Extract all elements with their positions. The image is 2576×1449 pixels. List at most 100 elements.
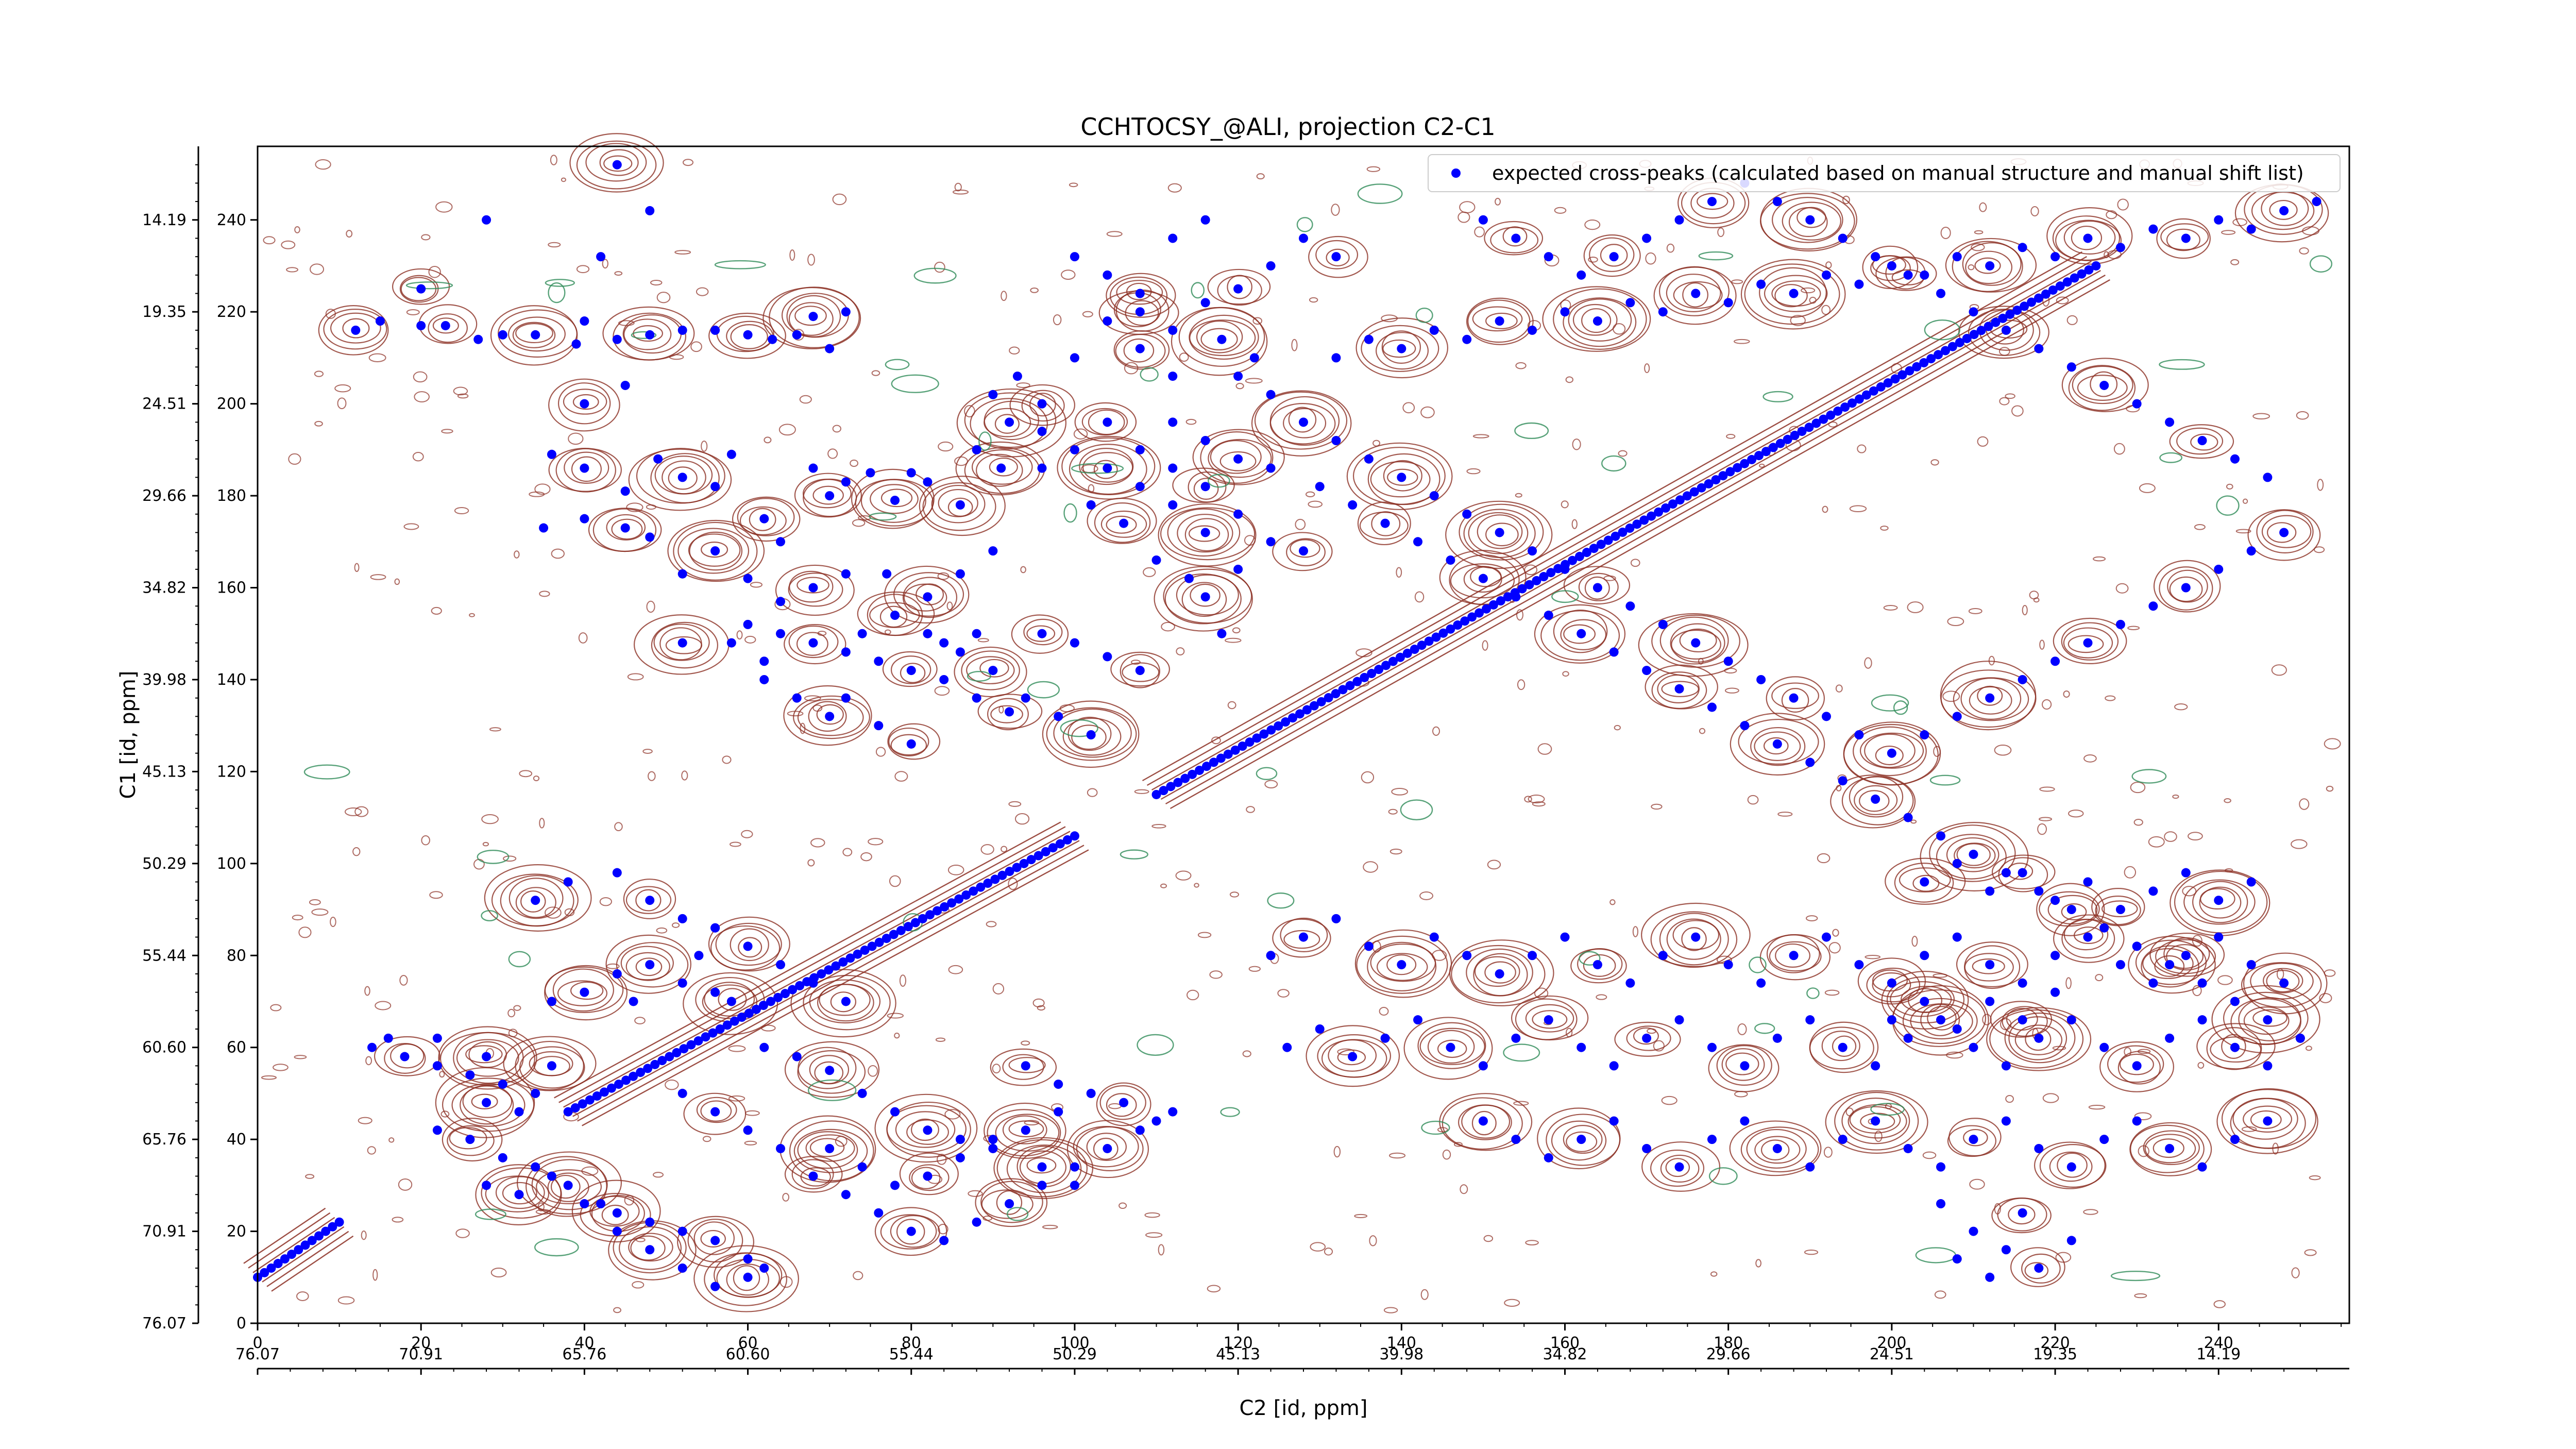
contour-ring xyxy=(1991,1198,2052,1234)
x-tick-label: 40 xyxy=(574,1334,594,1352)
contour-ring xyxy=(693,1245,800,1312)
noise-contour xyxy=(2309,1175,2321,1181)
cross-peak-marker xyxy=(1632,519,1642,529)
contour-ring xyxy=(1067,716,1112,751)
contour-ring xyxy=(1200,328,1238,351)
contour-ring xyxy=(1357,501,1411,546)
contour-ring xyxy=(1666,918,1721,960)
contour-ring xyxy=(2256,510,2314,553)
cross-peak-marker xyxy=(990,874,1000,884)
contour-ring xyxy=(2047,895,2098,925)
contour-ring xyxy=(689,531,743,571)
contour-ring xyxy=(2128,936,2216,994)
cross-peak-marker xyxy=(906,468,916,478)
contour-ring xyxy=(374,1036,440,1076)
cross-peak-marker xyxy=(1920,270,1929,280)
noise-contour xyxy=(1566,1027,1573,1038)
noise-contour xyxy=(894,771,908,782)
contour-ring xyxy=(1821,1031,1860,1062)
cross-peak-marker xyxy=(1804,423,1814,432)
noise-contour xyxy=(1420,406,1435,418)
contour-ring xyxy=(651,621,719,669)
cross-peak-marker xyxy=(1159,786,1168,796)
cross-peak-marker xyxy=(2012,306,2022,315)
cross-peak-marker xyxy=(1478,1061,1488,1071)
cross-peak-marker xyxy=(1772,1143,1782,1153)
contour-ring xyxy=(1046,707,1137,761)
cross-peak-marker xyxy=(563,877,573,887)
contour-ring xyxy=(1764,275,1828,312)
noise-contour xyxy=(1337,1048,1355,1055)
contour-ring xyxy=(1763,737,1789,755)
noise-contour xyxy=(860,852,872,862)
noise-contour xyxy=(564,908,575,917)
cross-peak-marker xyxy=(1070,638,1079,648)
contour-ridge xyxy=(1170,279,2110,810)
cross-peak-marker xyxy=(776,629,785,638)
noise-contour xyxy=(2291,1267,2300,1278)
noise-contour xyxy=(947,864,964,875)
cross-peak-marker xyxy=(788,985,798,995)
negative-contour xyxy=(2309,255,2333,273)
contour-ring xyxy=(2033,1141,2106,1189)
cross-peak-marker xyxy=(547,997,556,1006)
cross-peak-marker xyxy=(2230,454,2240,464)
negative-contour xyxy=(1551,590,1579,603)
cross-peak-marker xyxy=(1805,1015,1815,1025)
cross-peak-marker xyxy=(857,629,867,638)
cross-peak-marker xyxy=(677,1226,687,1236)
contour-ring xyxy=(739,506,787,535)
x-ppm-tick-label: 29.66 xyxy=(1706,1345,1751,1363)
cross-peak-marker xyxy=(1887,748,1896,758)
contour-ring xyxy=(987,1109,1061,1157)
noise-contour xyxy=(982,1216,993,1221)
contour-ring xyxy=(1841,1098,1910,1144)
cross-peak-marker xyxy=(531,1162,540,1172)
cross-peak-marker xyxy=(933,906,942,916)
contour-ring xyxy=(1570,948,1627,984)
contour-ring xyxy=(1775,943,1810,968)
contour-ridge xyxy=(1142,251,2082,782)
contour-ridge xyxy=(1151,260,2092,791)
y-tick-label: 40 xyxy=(227,1131,246,1149)
noise-contour xyxy=(1974,230,1984,234)
contour-ridge xyxy=(262,1226,345,1283)
noise-contour xyxy=(1534,987,1549,999)
cross-peak-marker xyxy=(578,1099,587,1109)
cross-peak-marker xyxy=(1674,215,1684,225)
cross-peak-marker xyxy=(1625,298,1635,308)
noise-contour xyxy=(1874,1131,1883,1142)
x-ppm-tick-label: 45.13 xyxy=(1216,1345,1260,1363)
noise-contour xyxy=(1618,450,1628,457)
contour-ring xyxy=(1376,332,1429,370)
cross-peak-marker xyxy=(1985,261,1995,271)
cross-peak-marker xyxy=(629,1071,638,1081)
cross-peak-marker xyxy=(432,1125,442,1135)
cross-peak-marker xyxy=(1609,647,1619,657)
cross-peak-marker xyxy=(825,1066,835,1075)
contour-ring xyxy=(701,541,728,558)
noise-contour xyxy=(1245,378,1263,384)
contour-ring xyxy=(2176,427,2224,455)
noise-contour xyxy=(2192,935,2202,947)
cross-peak-marker xyxy=(2148,601,2158,611)
cross-peak-marker xyxy=(1037,1181,1047,1190)
contour-ring xyxy=(550,1174,581,1199)
cross-peak-marker xyxy=(1511,233,1521,243)
cross-peak-marker xyxy=(473,334,483,344)
noise-contour xyxy=(2033,597,2040,603)
noise-contour xyxy=(454,507,469,515)
cross-peak-marker xyxy=(1854,394,1864,404)
noise-contour xyxy=(337,1296,355,1305)
noise-contour xyxy=(2134,1293,2147,1299)
cross-peak-marker xyxy=(1151,789,1161,799)
cross-peak-marker xyxy=(2165,1033,2175,1043)
y-ppm-tick-label: 39.98 xyxy=(142,671,187,689)
noise-contour xyxy=(626,502,643,512)
cross-peak-marker xyxy=(1805,1162,1815,1172)
cross-peak-marker xyxy=(599,1087,609,1097)
noise-contour xyxy=(298,926,312,938)
cross-peak-marker xyxy=(2214,896,2224,905)
contour-ring xyxy=(1553,288,1647,350)
cross-peak-marker xyxy=(768,334,777,344)
